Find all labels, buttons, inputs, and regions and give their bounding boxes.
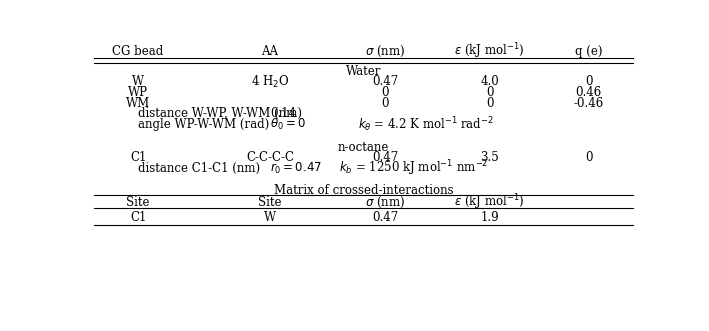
Text: 1.9: 1.9	[481, 211, 499, 224]
Text: $k_\theta$ = 4.2 K mol$^{-1}$ rad$^{-2}$: $k_\theta$ = 4.2 K mol$^{-1}$ rad$^{-2}$	[358, 115, 494, 134]
Text: C-C-C-C: C-C-C-C	[246, 151, 294, 164]
Text: 3.5: 3.5	[481, 151, 499, 164]
Text: $\epsilon$ (kJ mol$^{-1}$): $\epsilon$ (kJ mol$^{-1}$)	[454, 193, 525, 212]
Text: distance W-WP, W-WM (nm): distance W-WP, W-WM (nm)	[138, 107, 302, 120]
Text: WP: WP	[128, 86, 148, 99]
Text: WM: WM	[126, 97, 150, 110]
Text: Site: Site	[126, 196, 150, 209]
Text: $\sigma$ (nm): $\sigma$ (nm)	[365, 44, 406, 59]
Text: Water: Water	[346, 65, 381, 78]
Text: Matrix of crossed-interactions: Matrix of crossed-interactions	[274, 184, 453, 197]
Text: 0: 0	[585, 75, 593, 88]
Text: W: W	[264, 211, 276, 224]
Text: $\theta_0 = 0$: $\theta_0 = 0$	[270, 117, 306, 132]
Text: -0.46: -0.46	[574, 97, 604, 110]
Text: CG bead: CG bead	[113, 45, 164, 58]
Text: $r_0 = 0.47$: $r_0 = 0.47$	[270, 161, 322, 176]
Text: 0.46: 0.46	[576, 86, 602, 99]
Text: W: W	[132, 75, 144, 88]
Text: 4.0: 4.0	[481, 75, 499, 88]
Text: 0.14: 0.14	[270, 107, 296, 120]
Text: 4 H$_2$O: 4 H$_2$O	[251, 74, 289, 90]
Text: 0: 0	[486, 86, 493, 99]
Text: 0.47: 0.47	[372, 211, 398, 224]
Text: 0.47: 0.47	[372, 151, 398, 164]
Text: angle WP-W-WM (rad): angle WP-W-WM (rad)	[138, 118, 269, 131]
Text: $\epsilon$ (kJ mol$^{-1}$): $\epsilon$ (kJ mol$^{-1}$)	[454, 41, 525, 61]
Text: 0.47: 0.47	[372, 75, 398, 88]
Text: n-octane: n-octane	[337, 141, 389, 154]
Text: 0: 0	[585, 151, 593, 164]
Text: 0: 0	[486, 97, 493, 110]
Text: 0: 0	[381, 97, 389, 110]
Text: $\sigma$ (nm): $\sigma$ (nm)	[365, 195, 406, 210]
Text: q (e): q (e)	[575, 45, 603, 58]
Text: C1: C1	[130, 211, 146, 224]
Text: distance C1-C1 (nm): distance C1-C1 (nm)	[138, 162, 260, 175]
Text: Site: Site	[258, 196, 281, 209]
Text: AA: AA	[262, 45, 279, 58]
Text: C1: C1	[130, 151, 146, 164]
Text: 0: 0	[381, 86, 389, 99]
Text: $k_b$ = 1250 kJ mol$^{-1}$ nm$^{-2}$: $k_b$ = 1250 kJ mol$^{-1}$ nm$^{-2}$	[339, 158, 488, 178]
